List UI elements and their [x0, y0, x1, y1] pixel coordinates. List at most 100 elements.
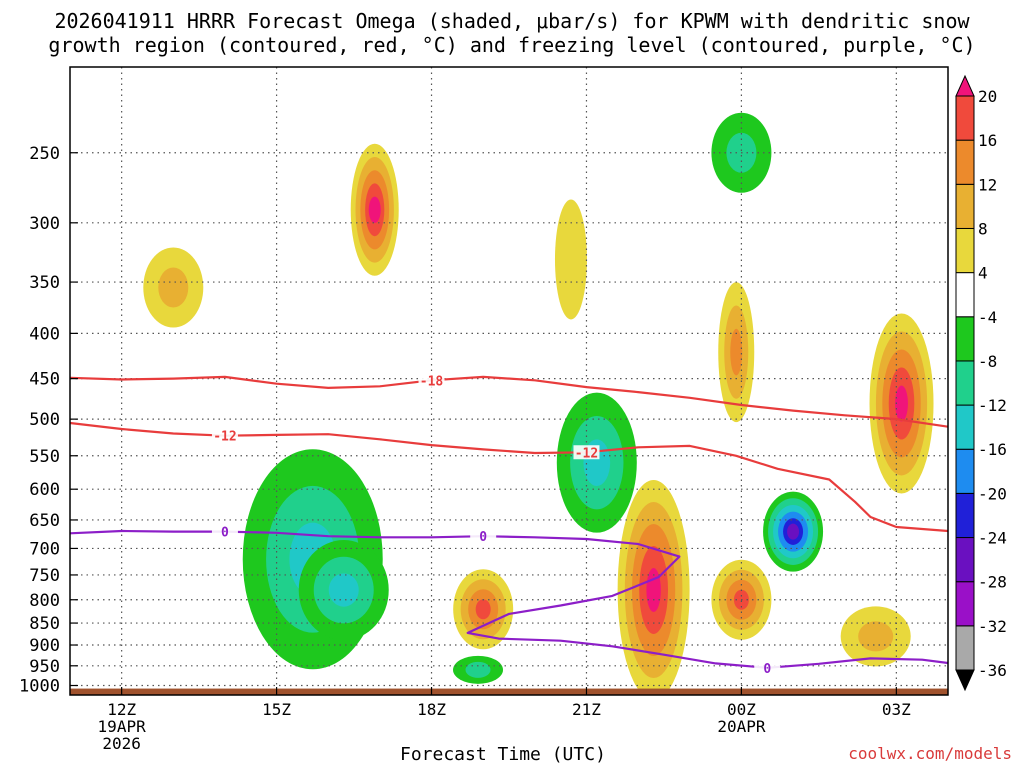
- y-tick-label: 550: [29, 447, 60, 467]
- colorbar-swatch: [955, 272, 975, 318]
- colorbar-label: 8: [978, 219, 988, 238]
- y-tick-label: 950: [29, 657, 60, 677]
- colorbar-swatch: [955, 227, 975, 274]
- y-tick-label: 700: [29, 539, 60, 559]
- colorbar-bottom-arrow: [955, 669, 975, 692]
- contour-label: 0: [479, 530, 487, 545]
- omega-contour-fill: [646, 568, 661, 613]
- chart-title-line-1: 2026041911 HRRR Forecast Omega (shaded, …: [54, 9, 970, 33]
- x-tick-label: 15Z: [262, 700, 291, 719]
- colorbar-label: -8: [978, 352, 997, 371]
- omega-contour-fill: [858, 621, 894, 652]
- colorbar-swatch: [955, 139, 975, 185]
- omega-feature: [350, 143, 399, 276]
- omega-contour-fill: [475, 599, 491, 620]
- y-tick-label: 1000: [19, 677, 60, 697]
- omega-contour-fill: [465, 661, 491, 678]
- omega-feature: [840, 606, 911, 667]
- contour-label-bg: [573, 445, 600, 460]
- x-tick-label: 00Z: [727, 700, 756, 719]
- omega-contour-fill: [787, 523, 800, 540]
- omega-feature: [556, 392, 637, 533]
- plot-frame: [69, 66, 949, 696]
- contour-line: [70, 375, 948, 428]
- contour-label-bg: [211, 524, 238, 539]
- colorbar-swatch: [955, 448, 975, 494]
- ground-fill: [70, 688, 948, 695]
- contour-label: 0: [763, 662, 771, 677]
- x-tick-label: 18Z: [417, 700, 446, 719]
- colorbar: -36 -32 -28 -24 -20 -16 -12 -8 -4 4 8 12 16 20: [955, 74, 1007, 692]
- colorbar-swatch: [955, 404, 975, 450]
- colorbar-label: 20: [978, 87, 997, 106]
- x-tick-sublabel: 19APR: [98, 717, 147, 736]
- site-credit: coolwx.com/models: [848, 744, 1012, 763]
- omega-contour-fill: [368, 196, 381, 223]
- x-tick-label: 21Z: [572, 700, 601, 719]
- y-tick-label: 500: [29, 410, 60, 430]
- contour-label: 0: [221, 526, 229, 541]
- contour-label: -12: [575, 446, 598, 461]
- omega-contour-fill: [554, 199, 587, 320]
- omega-feature: [453, 655, 504, 684]
- omega-contour-fill: [158, 267, 189, 308]
- axes: 2503003504004505005506006507007508008509…: [19, 66, 949, 753]
- colorbar-swatch: [955, 537, 975, 583]
- chart-title-line-2: growth region (contoured, red, °C) and f…: [48, 33, 976, 57]
- contour-label-bg: [211, 428, 238, 443]
- omega-contour-fill: [730, 328, 743, 376]
- y-tick-label: 300: [29, 214, 60, 234]
- omega-feature: [143, 247, 204, 328]
- x-axis-title: Forecast Time (UTC): [400, 744, 606, 765]
- colorbar-swatch: [955, 492, 975, 539]
- colorbar-label: -20: [978, 484, 1007, 503]
- y-tick-label: 250: [29, 144, 60, 164]
- y-tick-label: 800: [29, 591, 60, 611]
- omega-feature: [554, 199, 587, 320]
- colorbar-swatch: [955, 360, 975, 406]
- contour-label-bg: [418, 373, 445, 388]
- y-tick-label: 850: [29, 614, 60, 634]
- colorbar-label: 4: [978, 264, 988, 283]
- colorbar-label: 12: [978, 175, 997, 194]
- omega-feature: [763, 491, 824, 572]
- colorbar-top-arrow: [955, 74, 975, 97]
- omega-feature: [298, 540, 389, 641]
- colorbar-label: -16: [978, 440, 1007, 459]
- colorbar-label: -36: [978, 661, 1007, 680]
- colorbar-swatch: [955, 183, 975, 229]
- contour-label: -12: [213, 430, 236, 445]
- omega-feature: [869, 313, 934, 494]
- x-tick-sublabel: 20APR: [717, 717, 766, 736]
- colorbar-label: -28: [978, 573, 1007, 592]
- contour-label: -18: [420, 374, 444, 389]
- ground-strip: [70, 688, 948, 695]
- y-tick-label: 900: [29, 636, 60, 656]
- omega-shading: [143, 112, 934, 695]
- colorbar-swatch: [955, 95, 975, 141]
- colorbar-label: -24: [978, 529, 1007, 548]
- y-tick-label: 600: [29, 480, 60, 500]
- y-tick-label: 350: [29, 273, 60, 293]
- x-tick-label: 03Z: [882, 700, 911, 719]
- x-tick-label: 12Z: [107, 700, 136, 719]
- colorbar-label: -12: [978, 396, 1007, 415]
- omega-feature: [718, 282, 755, 423]
- colorbar-label: -32: [978, 617, 1007, 636]
- contour-line: [70, 529, 948, 669]
- colorbar-swatch: [955, 625, 975, 671]
- y-tick-label: 400: [29, 324, 60, 344]
- x-tick-sublabel-year: 2026: [102, 734, 141, 753]
- omega-feature: [453, 569, 514, 650]
- temperature-contours: -18 -12 -12 0 0 0: [70, 373, 948, 677]
- colorbar-label: -4: [978, 308, 997, 327]
- contour-label-bg: [754, 660, 781, 675]
- colorbar-swatch: [955, 316, 975, 362]
- omega-contour-fill: [895, 385, 908, 422]
- colorbar-label: 16: [978, 131, 997, 150]
- colorbar-swatch: [955, 581, 975, 627]
- grid: [70, 67, 948, 695]
- y-tick-label: 750: [29, 566, 60, 586]
- contour-label-bg: [470, 529, 497, 544]
